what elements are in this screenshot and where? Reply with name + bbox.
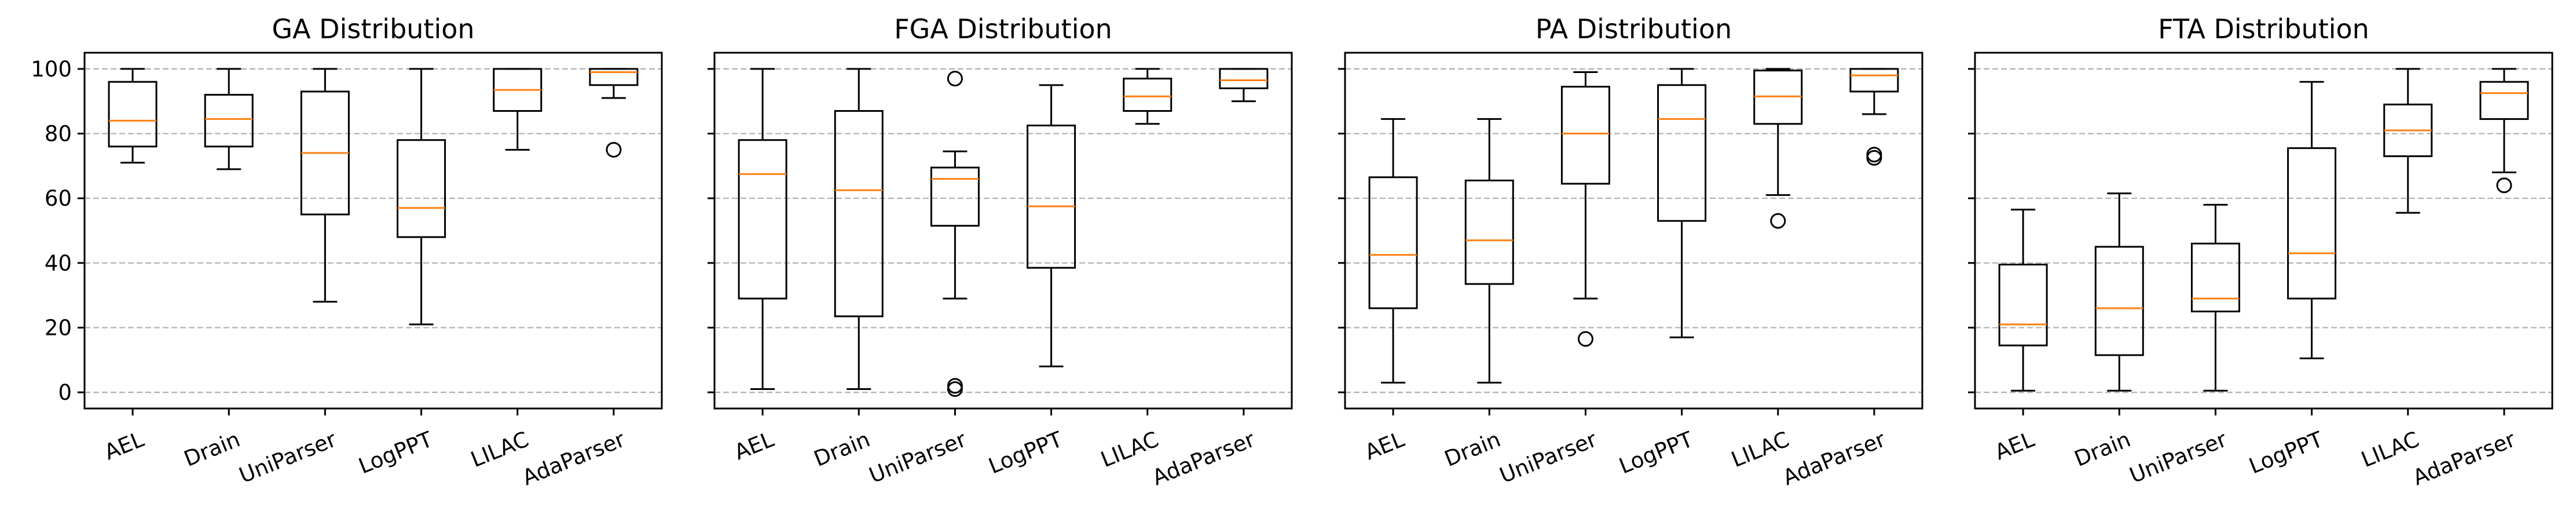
iqr-box: [834, 110, 884, 318]
y-tick-label: 80: [45, 122, 72, 147]
box-logppt: [397, 68, 446, 326]
iqr-box: [204, 94, 254, 148]
box-adaparser: [1219, 68, 1269, 103]
iqr-box: [1657, 84, 1707, 222]
box-uniparser: [300, 68, 350, 303]
box-drain: [1464, 118, 1514, 384]
box-uniparser: [1560, 71, 1610, 347]
y-tick-label: 60: [45, 186, 72, 211]
outlier-1: [1577, 331, 1593, 347]
box-uniparser: [930, 71, 980, 397]
box-logppt: [2287, 81, 2337, 359]
iqr-box: [589, 68, 639, 86]
box-drain: [204, 68, 254, 170]
axes-frame: [1344, 52, 1923, 410]
outlier-1: [947, 71, 963, 87]
panel-title: PA Distribution: [1536, 13, 1732, 45]
iqr-box: [1464, 179, 1514, 285]
axes-frame: [83, 52, 663, 410]
box-ael: [1998, 209, 2048, 392]
iqr-box: [1560, 86, 1610, 185]
iqr-box: [2479, 81, 2529, 120]
box-uniparser: [2190, 203, 2240, 392]
iqr-box: [108, 81, 157, 148]
y-tick-label: 100: [31, 57, 72, 82]
box-adaparser: [2479, 68, 2529, 194]
outlier-3: [947, 381, 963, 397]
outlier-1: [1770, 213, 1786, 229]
box-logppt: [1027, 84, 1076, 367]
box-ael: [1368, 118, 1418, 384]
iqr-box: [1027, 125, 1076, 269]
box-adaparser: [589, 68, 639, 158]
outlier-1: [2496, 177, 2512, 194]
iqr-box: [1998, 264, 2048, 346]
box-ael: [738, 68, 787, 391]
iqr-box: [2190, 242, 2240, 313]
iqr-box: [930, 166, 980, 227]
box-lilac: [1123, 68, 1172, 125]
box-drain: [2094, 192, 2144, 392]
y-tick-label: 20: [45, 315, 72, 340]
box-lilac: [493, 68, 543, 151]
iqr-box: [738, 139, 787, 300]
iqr-box: [397, 139, 446, 238]
axes-frame: [713, 52, 1293, 410]
y-tick-label: 0: [58, 380, 72, 405]
iqr-box: [1368, 176, 1418, 309]
axes-frame: [1974, 52, 2553, 410]
iqr-box: [1849, 68, 1899, 93]
iqr-box: [1219, 68, 1269, 89]
box-adaparser: [1849, 68, 1899, 166]
y-tick-label: 40: [45, 251, 72, 276]
outlier-1: [606, 141, 622, 158]
box-lilac: [2383, 68, 2433, 214]
panel-title: GA Distribution: [272, 13, 474, 45]
box-ael: [108, 68, 157, 164]
box-logppt: [1657, 68, 1707, 338]
iqr-box: [2287, 147, 2337, 300]
iqr-box: [1123, 78, 1172, 112]
outlier-2: [1866, 149, 1882, 166]
box-lilac: [1753, 68, 1803, 229]
box-drain: [834, 68, 884, 391]
iqr-box: [2094, 246, 2144, 356]
panel-title: FGA Distribution: [894, 13, 1112, 45]
panel-title: FTA Distribution: [2158, 13, 2369, 45]
